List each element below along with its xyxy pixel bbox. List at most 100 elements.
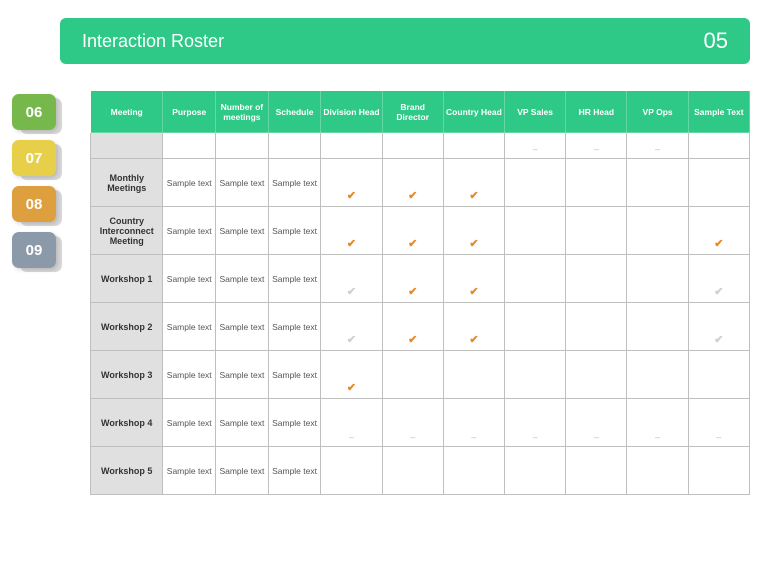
text-cell bbox=[216, 133, 269, 159]
mark-cell: ✔ bbox=[321, 207, 382, 255]
dash-icon: – bbox=[594, 432, 599, 442]
mark-cell: ✔ bbox=[443, 159, 504, 207]
mark-cell bbox=[688, 447, 749, 495]
mark-cell bbox=[505, 303, 566, 351]
mark-cell bbox=[382, 447, 443, 495]
check-icon: ✔ bbox=[408, 286, 417, 298]
text-cell: Sample text bbox=[163, 351, 216, 399]
mark-cell bbox=[505, 255, 566, 303]
table-row: Workshop 4Sample textSample textSample t… bbox=[91, 399, 750, 447]
mark-cell bbox=[566, 255, 627, 303]
column-header: Number of meetings bbox=[216, 91, 269, 133]
tab-07[interactable]: 07 bbox=[12, 140, 56, 176]
table-row: Monthly MeetingsSample textSample textSa… bbox=[91, 159, 750, 207]
column-header: Purpose bbox=[163, 91, 216, 133]
mark-cell: ✔ bbox=[688, 303, 749, 351]
mark-cell: ✔ bbox=[382, 159, 443, 207]
mark-cell bbox=[566, 207, 627, 255]
text-cell bbox=[163, 133, 216, 159]
table-row: Workshop 5Sample textSample textSample t… bbox=[91, 447, 750, 495]
mark-cell: ✔ bbox=[321, 159, 382, 207]
tab-label: 08 bbox=[26, 196, 43, 213]
column-header: Schedule bbox=[268, 91, 321, 133]
tab-label: 07 bbox=[26, 150, 43, 167]
mark-cell: ✔ bbox=[321, 255, 382, 303]
mark-cell: – bbox=[505, 133, 566, 159]
roster-table-container: MeetingPurposeNumber of meetingsSchedule… bbox=[90, 90, 750, 562]
tab-label: 09 bbox=[26, 242, 43, 259]
tab-09[interactable]: 09 bbox=[12, 232, 56, 268]
mark-cell bbox=[321, 133, 382, 159]
row-name-cell: Workshop 5 bbox=[91, 447, 163, 495]
mark-cell bbox=[627, 447, 688, 495]
mark-cell: – bbox=[627, 133, 688, 159]
side-tabs: 06 07 08 09 bbox=[12, 94, 56, 268]
mark-cell: – bbox=[627, 399, 688, 447]
mark-cell bbox=[505, 159, 566, 207]
mark-cell bbox=[382, 133, 443, 159]
dash-icon: – bbox=[533, 432, 538, 442]
mark-cell bbox=[627, 351, 688, 399]
row-name-cell: Workshop 3 bbox=[91, 351, 163, 399]
mark-cell bbox=[443, 447, 504, 495]
text-cell bbox=[268, 133, 321, 159]
mark-cell bbox=[382, 351, 443, 399]
text-cell: Sample text bbox=[216, 207, 269, 255]
text-cell: Sample text bbox=[268, 447, 321, 495]
mark-cell bbox=[505, 351, 566, 399]
text-cell: Sample text bbox=[163, 207, 216, 255]
roster-table: MeetingPurposeNumber of meetingsSchedule… bbox=[90, 90, 750, 495]
text-cell: Sample text bbox=[163, 255, 216, 303]
column-header: Brand Director bbox=[382, 91, 443, 133]
row-name-cell bbox=[91, 133, 163, 159]
mark-cell bbox=[566, 351, 627, 399]
check-icon: ✔ bbox=[469, 190, 478, 202]
mark-cell bbox=[443, 133, 504, 159]
mark-cell bbox=[566, 303, 627, 351]
text-cell: Sample text bbox=[163, 303, 216, 351]
mark-cell: ✔ bbox=[443, 303, 504, 351]
check-icon: ✔ bbox=[469, 334, 478, 346]
mark-cell: ✔ bbox=[321, 303, 382, 351]
table-row: Workshop 3Sample textSample textSample t… bbox=[91, 351, 750, 399]
mark-cell: – bbox=[566, 133, 627, 159]
text-cell: Sample text bbox=[268, 159, 321, 207]
table-row: Workshop 2Sample textSample textSample t… bbox=[91, 303, 750, 351]
mark-cell bbox=[505, 207, 566, 255]
mark-cell: ✔ bbox=[443, 255, 504, 303]
dash-icon: – bbox=[533, 144, 538, 154]
row-name-cell: Workshop 1 bbox=[91, 255, 163, 303]
check-icon: ✔ bbox=[347, 382, 356, 394]
mark-cell bbox=[627, 303, 688, 351]
mark-cell bbox=[688, 133, 749, 159]
check-icon: ✔ bbox=[469, 238, 478, 250]
dash-icon: – bbox=[410, 432, 415, 442]
dash-icon: – bbox=[471, 432, 476, 442]
text-cell: Sample text bbox=[268, 351, 321, 399]
mark-cell: – bbox=[321, 399, 382, 447]
check-icon: ✔ bbox=[347, 286, 356, 298]
mark-cell: – bbox=[443, 399, 504, 447]
mark-cell bbox=[443, 351, 504, 399]
dash-icon: – bbox=[655, 432, 660, 442]
dash-icon: – bbox=[655, 144, 660, 154]
tab-06[interactable]: 06 bbox=[12, 94, 56, 130]
check-icon: ✔ bbox=[714, 334, 723, 346]
check-icon: ✔ bbox=[408, 238, 417, 250]
dash-icon: – bbox=[716, 432, 721, 442]
check-icon: ✔ bbox=[408, 334, 417, 346]
mark-cell bbox=[505, 447, 566, 495]
tab-08[interactable]: 08 bbox=[12, 186, 56, 222]
text-cell: Sample text bbox=[268, 303, 321, 351]
mark-cell: ✔ bbox=[382, 303, 443, 351]
check-icon: ✔ bbox=[714, 238, 723, 250]
column-header: Division Head bbox=[321, 91, 382, 133]
table-body: – – – Monthly MeetingsSample textSample tex… bbox=[91, 133, 750, 495]
column-header: Country Head bbox=[443, 91, 504, 133]
row-name-cell: Workshop 4 bbox=[91, 399, 163, 447]
tab-label: 06 bbox=[26, 104, 43, 121]
mark-cell bbox=[566, 447, 627, 495]
dash-icon: – bbox=[594, 144, 599, 154]
mark-cell bbox=[627, 159, 688, 207]
header-bar: Interaction Roster 05 bbox=[60, 18, 750, 64]
